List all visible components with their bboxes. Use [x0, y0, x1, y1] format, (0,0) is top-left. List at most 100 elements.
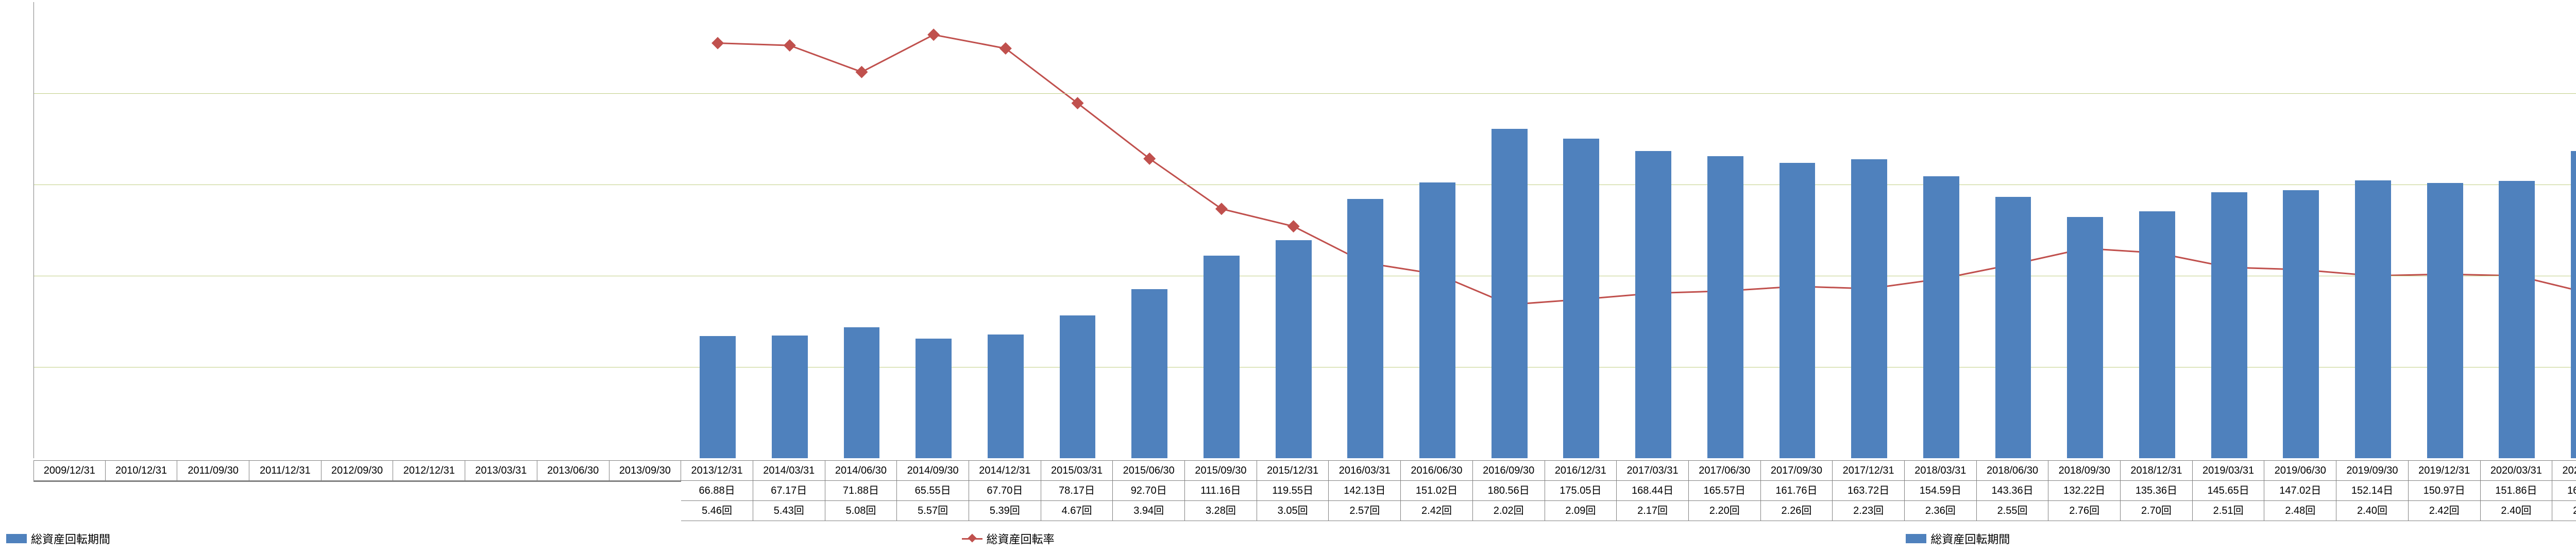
x-category-cell: 2013/03/31 — [465, 460, 537, 482]
x-category-label: 2016/03/31 — [1329, 461, 1400, 481]
bar — [700, 336, 736, 458]
bar-value-label: 163.72日 — [1833, 481, 1904, 501]
bar — [1347, 199, 1383, 458]
x-category-cell: 2014/06/3071.88日5.08回 — [825, 460, 897, 521]
x-category-cell: 2016/09/30180.56日2.02回 — [1473, 460, 1545, 521]
x-category-label: 2015/09/30 — [1185, 461, 1257, 481]
bar — [2499, 181, 2535, 458]
bar — [2139, 211, 2175, 458]
x-category-label: 2011/12/31 — [249, 461, 321, 481]
bar — [844, 327, 880, 458]
x-category-cell: 2014/03/3167.17日5.43回 — [753, 460, 825, 521]
line-value-label: 2.40回 — [2336, 501, 2408, 521]
bar — [1780, 163, 1816, 458]
legend: 総資産回転期間 総資産回転率 総資産回転期間 総資産回転率 — [0, 527, 2576, 550]
line-marker-diamond-icon — [927, 28, 940, 41]
bar — [1923, 176, 1959, 458]
x-category-label: 2016/12/31 — [1545, 461, 1617, 481]
x-category-label: 2019/06/30 — [2264, 461, 2336, 481]
line-value-label: 2.02回 — [1473, 501, 1545, 521]
x-category-cell: 2011/09/30 — [177, 460, 249, 482]
line-value-label: 2.48回 — [2264, 501, 2336, 521]
line-value-label: 2.23回 — [1833, 501, 1904, 521]
bar — [1851, 159, 1887, 458]
bar — [988, 334, 1024, 458]
x-category-label: 2014/06/30 — [825, 461, 897, 481]
x-category-cell: 2013/06/30 — [537, 460, 609, 482]
x-category-label: 2018/12/31 — [2121, 461, 2192, 481]
x-category-cell: 2014/12/3167.70日5.39回 — [969, 460, 1041, 521]
line-marker-diamond-icon — [855, 66, 868, 78]
plot-area — [33, 2, 2576, 458]
line-value-label: 2.17回 — [2552, 501, 2576, 521]
bar — [1204, 256, 1240, 459]
bar-value-label: 152.14日 — [2336, 481, 2408, 501]
x-category-cell: 2017/03/31168.44日2.17回 — [1617, 460, 1689, 521]
line-value-label: 2.42回 — [1401, 501, 1472, 521]
x-category-cell: 2020/03/31151.86日2.40回 — [2481, 460, 2553, 521]
x-category-cell: 2020/06/30168.41日2.17回 — [2552, 460, 2576, 521]
x-category-label: 2013/03/31 — [465, 461, 537, 481]
gridline — [34, 93, 2576, 94]
x-category-cell: 2018/06/30143.36日2.55回 — [1977, 460, 2049, 521]
line-value-label: 2.51回 — [2193, 501, 2264, 521]
bar-value-label: 145.65日 — [2193, 481, 2264, 501]
x-category-cell: 2018/03/31154.59日2.36回 — [1905, 460, 1977, 521]
line-value-label: 2.20回 — [1689, 501, 1760, 521]
x-category-cell: 2019/03/31145.65日2.51回 — [2193, 460, 2265, 521]
line-swatch-icon — [962, 538, 982, 540]
line-value-label: 2.09回 — [1545, 501, 1617, 521]
bar — [2283, 190, 2319, 458]
line-marker-diamond-icon — [1143, 153, 1156, 165]
bar-value-label: 71.88日 — [825, 481, 897, 501]
x-category-label: 2015/03/31 — [1041, 461, 1113, 481]
bar-value-label: 67.70日 — [969, 481, 1041, 501]
legend-label: 総資産回転期間 — [1930, 530, 2010, 547]
x-category-cell: 2012/12/31 — [393, 460, 465, 482]
bar-value-label: 150.97日 — [2409, 481, 2480, 501]
bar-value-label: 151.86日 — [2481, 481, 2552, 501]
bar-value-label: 132.22日 — [2048, 481, 2120, 501]
x-category-label: 2018/09/30 — [2048, 461, 2120, 481]
x-category-cell: 2016/06/30151.02日2.42回 — [1401, 460, 1473, 521]
x-category-label: 2017/06/30 — [1689, 461, 1760, 481]
legend-item-bar-left: 総資産回転期間 — [0, 530, 116, 547]
bar-value-label: 168.41日 — [2552, 481, 2576, 501]
x-category-cell: 2015/03/3178.17日4.67回 — [1041, 460, 1113, 521]
line-value-label: 3.05回 — [1257, 501, 1329, 521]
bar — [1995, 197, 2031, 458]
x-category-label: 2017/09/30 — [1761, 461, 1833, 481]
bar-value-label: 165.57日 — [1689, 481, 1760, 501]
line-value-label: 2.57回 — [1329, 501, 1400, 521]
x-category-cell: 2014/09/3065.55日5.57回 — [897, 460, 969, 521]
x-category-label: 2018/03/31 — [1905, 461, 1976, 481]
line-marker-diamond-icon — [1287, 220, 1300, 232]
bar-value-label: 175.05日 — [1545, 481, 1617, 501]
x-category-cell: 2018/09/30132.22日2.76回 — [2048, 460, 2121, 521]
x-category-label: 2013/09/30 — [609, 461, 681, 481]
bar — [2427, 183, 2463, 458]
bar-swatch-icon — [1906, 534, 1926, 543]
x-category-label: 2011/09/30 — [177, 461, 249, 481]
bar — [1707, 156, 1743, 458]
line-value-label: 2.40回 — [2481, 501, 2552, 521]
line-value-label: 2.26回 — [1761, 501, 1833, 521]
x-category-label: 2014/09/30 — [897, 461, 969, 481]
line-value-label: 2.70回 — [2121, 501, 2192, 521]
x-category-label: 2009/12/31 — [34, 461, 105, 481]
x-category-cell: 2019/09/30152.14日2.40回 — [2336, 460, 2409, 521]
bar — [1635, 151, 1671, 458]
x-category-label: 2010/12/31 — [106, 461, 177, 481]
x-category-cell: 2017/12/31163.72日2.23回 — [1833, 460, 1905, 521]
x-category-label: 2017/03/31 — [1617, 461, 1688, 481]
line-value-label: 5.43回 — [753, 501, 825, 521]
x-category-label: 2012/12/31 — [393, 461, 465, 481]
bar-value-label: 154.59日 — [1905, 481, 1976, 501]
line-value-label: 4.67回 — [1041, 501, 1113, 521]
line-marker-diamond-icon — [1215, 203, 1228, 215]
line-value-label: 5.46回 — [681, 501, 753, 521]
line-value-label: 3.94回 — [1113, 501, 1184, 521]
line-value-label: 2.36回 — [1905, 501, 1976, 521]
bar — [1492, 129, 1528, 458]
bar — [772, 336, 808, 458]
